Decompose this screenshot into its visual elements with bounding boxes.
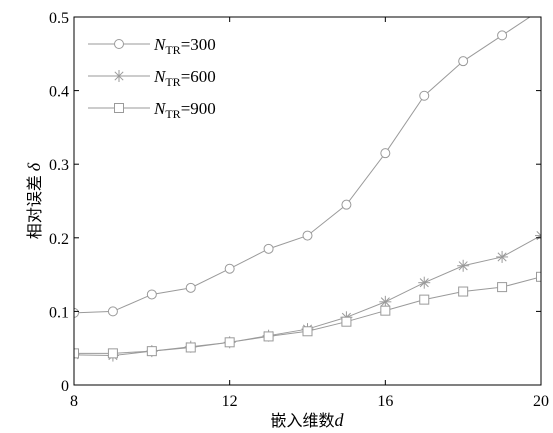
data-point xyxy=(302,326,313,337)
data-point xyxy=(185,342,196,353)
legend-marker xyxy=(114,103,124,113)
data-point xyxy=(74,307,79,318)
legend-label: NTR=600 xyxy=(153,67,216,89)
data-point xyxy=(341,316,352,327)
legend-marker xyxy=(113,70,125,82)
ticks-layer: 8 12 16 20 0 0.1 0.2 0.3 0.4 0.5 xyxy=(49,10,549,410)
data-point xyxy=(302,230,313,241)
series-layer xyxy=(74,17,541,362)
data-point xyxy=(458,286,469,297)
data-point xyxy=(457,259,470,272)
y-tick-label: 0 xyxy=(61,378,69,395)
data-point xyxy=(419,90,430,101)
x-axis-label-text: 嵌入维数 xyxy=(270,411,334,430)
x-tick-label: 12 xyxy=(222,393,238,410)
data-point xyxy=(379,295,392,308)
y-axis-label-symbol: δ xyxy=(24,162,44,171)
legend: NTR=300 NTR=600 NTR=900 xyxy=(88,35,216,121)
data-point xyxy=(74,348,79,359)
data-point xyxy=(497,282,508,293)
data-point xyxy=(418,276,431,289)
data-point xyxy=(263,243,274,254)
series-square xyxy=(74,271,541,359)
y-tick-label: 0.2 xyxy=(49,231,69,248)
y-tick-label: 0.4 xyxy=(49,84,69,101)
data-point xyxy=(224,337,235,348)
plot-frame xyxy=(73,16,542,386)
y-axis-label: 相对误差 δ xyxy=(24,162,44,239)
legend-item: NTR=300 xyxy=(88,35,216,57)
y-tick-label: 0.1 xyxy=(49,304,69,321)
x-tick-label: 16 xyxy=(377,393,393,410)
data-point xyxy=(185,282,196,293)
legend-label: NTR=300 xyxy=(153,35,216,57)
x-axis-label: 嵌入维数d xyxy=(270,410,344,430)
legend-item: NTR=600 xyxy=(88,67,216,89)
y-axis-label-text: 相对误差 xyxy=(25,175,44,239)
y-tick-label: 0.5 xyxy=(49,10,69,27)
data-point xyxy=(146,289,157,300)
data-point xyxy=(146,346,157,357)
legend-label: NTR=900 xyxy=(153,99,216,121)
data-point xyxy=(535,229,541,242)
data-point xyxy=(380,148,391,159)
x-tick-label: 20 xyxy=(533,393,549,410)
x-axis-label-symbol: d xyxy=(335,410,345,430)
legend-item: NTR=900 xyxy=(88,99,216,121)
x-tick-label: 8 xyxy=(70,393,78,410)
data-point xyxy=(458,56,469,67)
data-point xyxy=(419,294,430,305)
y-tick-label: 0.3 xyxy=(49,157,69,174)
data-point xyxy=(497,30,508,41)
data-point xyxy=(536,271,541,282)
data-point xyxy=(224,263,235,274)
legend-marker xyxy=(114,39,124,49)
data-point xyxy=(107,348,118,359)
data-point xyxy=(380,305,391,316)
series-circle xyxy=(74,17,531,318)
data-point xyxy=(496,250,509,263)
data-point xyxy=(107,306,118,317)
data-point xyxy=(341,199,352,210)
data-point xyxy=(263,331,274,342)
